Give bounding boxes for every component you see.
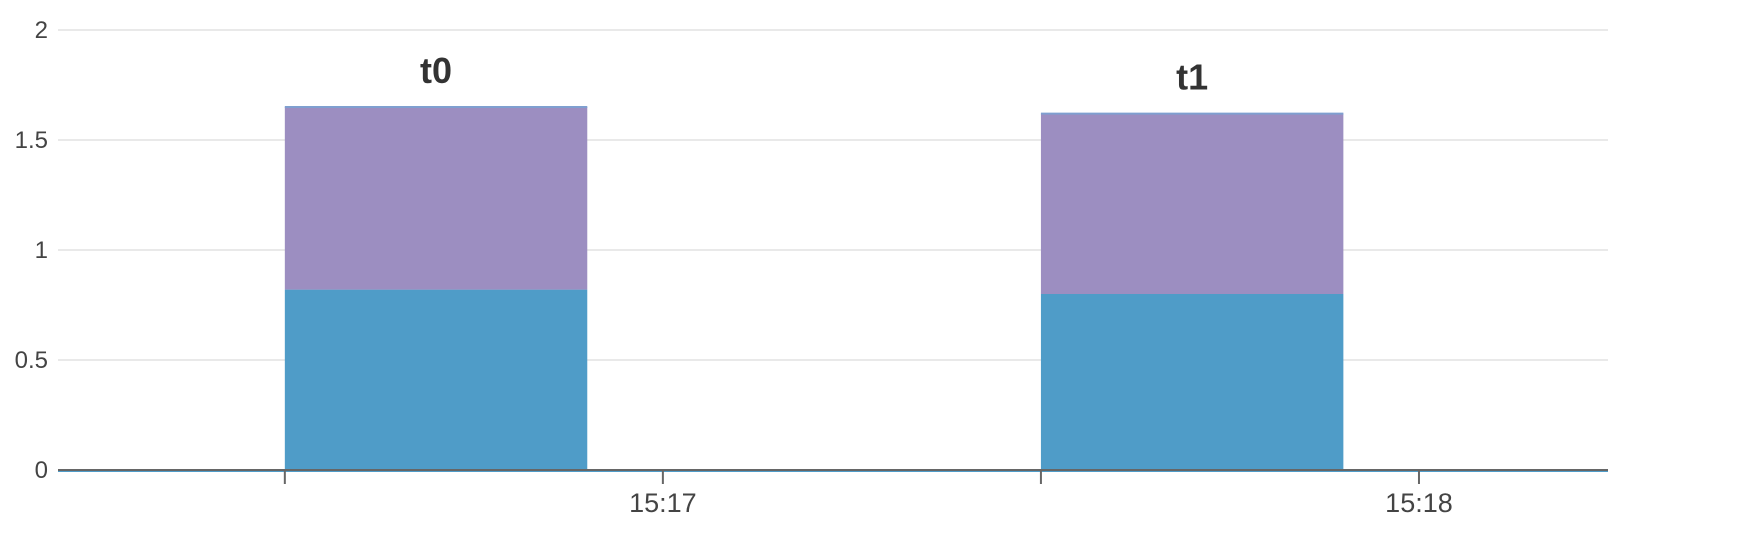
bars <box>284 106 1344 470</box>
bar-segment-t1-series-1 <box>1040 294 1344 470</box>
x-tick-label: 15:17 <box>629 488 697 518</box>
bar-label-t0: t0 <box>420 50 452 91</box>
labels: 0 0.5 1 1.5 2 t0 t1 15:17 15:18 <box>15 17 1453 518</box>
bar-label-t1: t1 <box>1176 57 1208 98</box>
y-tick-label: 1.5 <box>15 127 48 154</box>
bar-segment-t0-series-1 <box>284 289 588 470</box>
bar-segment-t1-series-2 <box>1040 113 1344 294</box>
x-tick-label: 15:18 <box>1385 488 1453 518</box>
bar-segment-t0-series-2 <box>284 107 588 290</box>
y-tick-label: 1 <box>35 237 48 264</box>
y-tick-label: 0 <box>35 457 48 484</box>
axes <box>58 469 1608 484</box>
y-tick-label: 2 <box>35 17 48 44</box>
y-tick-label: 0.5 <box>15 347 48 374</box>
